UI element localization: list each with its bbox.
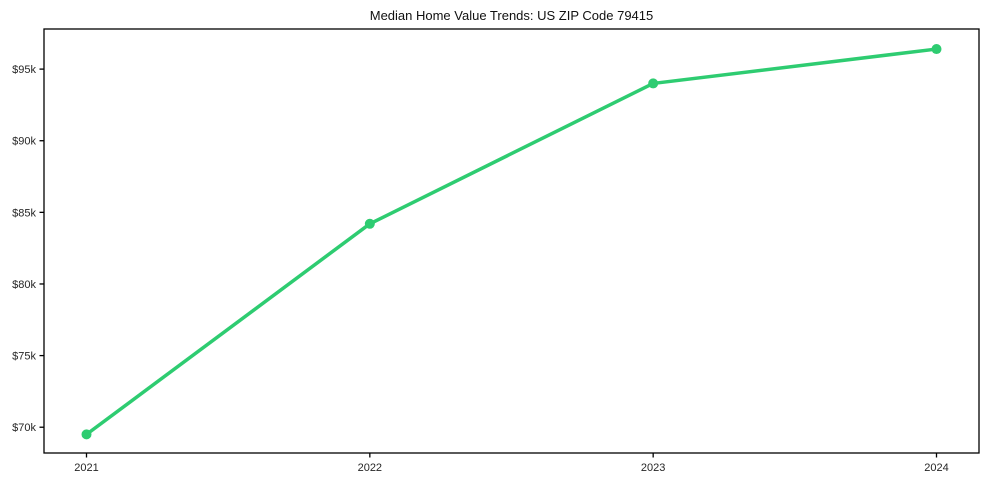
y-tick-label: $70k: [12, 422, 36, 434]
data-point-marker: [648, 78, 659, 89]
x-tick-label: 2024: [924, 462, 948, 474]
data-point-marker: [81, 429, 92, 440]
data-point-marker: [931, 44, 942, 55]
y-tick-label: $85k: [12, 207, 36, 219]
y-tick-label: $80k: [12, 279, 36, 291]
x-tick-label: 2021: [74, 462, 98, 474]
x-tick-label: 2022: [358, 462, 382, 474]
plot-border: [43, 28, 980, 454]
y-tick-label: $90k: [12, 136, 36, 148]
chart-title: Median Home Value Trends: US ZIP Code 79…: [369, 8, 654, 23]
y-tick-label: $75k: [12, 351, 36, 363]
y-tick-label: $95k: [12, 64, 36, 76]
x-tick-label: 2023: [641, 462, 665, 474]
trend-line: [84, 47, 939, 437]
data-point-marker: [364, 218, 375, 229]
